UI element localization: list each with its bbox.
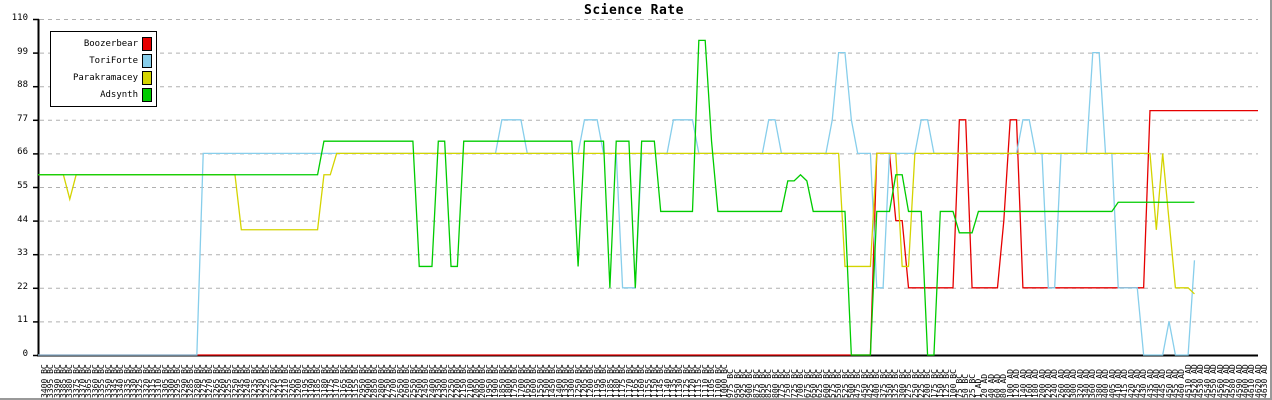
- y-axis-tick-label: 99: [17, 46, 28, 57]
- y-axis-tick-label: 22: [17, 281, 28, 292]
- legend-item-label: Adsynth: [100, 89, 138, 100]
- y-axis-tick-label: 55: [17, 181, 28, 191]
- y-axis-tick-label: 110: [11, 13, 28, 23]
- axis-ticks: [33, 18, 39, 357]
- legend-item[interactable]: ToriForte: [54, 52, 152, 69]
- chart-title: Science Rate: [584, 3, 684, 18]
- legend-item[interactable]: Adsynth: [54, 86, 152, 103]
- y-axis-tick-label: 44: [17, 214, 28, 225]
- y-axis-tick-label: 66: [17, 147, 28, 158]
- legend-item-label: ToriForte: [89, 55, 138, 66]
- series-line-toriforte: [38, 51, 1196, 356]
- gridlines: [40, 19, 1258, 356]
- legend-color-swatch: [142, 87, 152, 102]
- legend-item-label: Parakramacey: [72, 72, 138, 83]
- legend-color-swatch: [142, 53, 152, 68]
- legend-item[interactable]: Boozerbear: [54, 35, 152, 52]
- legend: Boozerbear ToriForte Parakramacey Adsynth: [50, 31, 157, 107]
- series-line-adsynth: [38, 39, 1195, 356]
- y-axis-tick-label: 0: [22, 349, 28, 359]
- series-line-boozerbear: [38, 109, 1258, 356]
- y-axis-tick-label: 77: [17, 113, 28, 124]
- legend-item[interactable]: Parakramacey: [54, 69, 152, 86]
- legend-color-swatch: [142, 36, 152, 51]
- legend-item-label: Boozerbear: [83, 38, 138, 49]
- y-axis-tick-label: 33: [17, 248, 28, 259]
- series-lines: [38, 39, 1258, 356]
- legend-color-swatch: [142, 70, 152, 85]
- y-axis-tick-label: 88: [17, 80, 28, 91]
- y-axis-tick-label: 11: [17, 315, 28, 326]
